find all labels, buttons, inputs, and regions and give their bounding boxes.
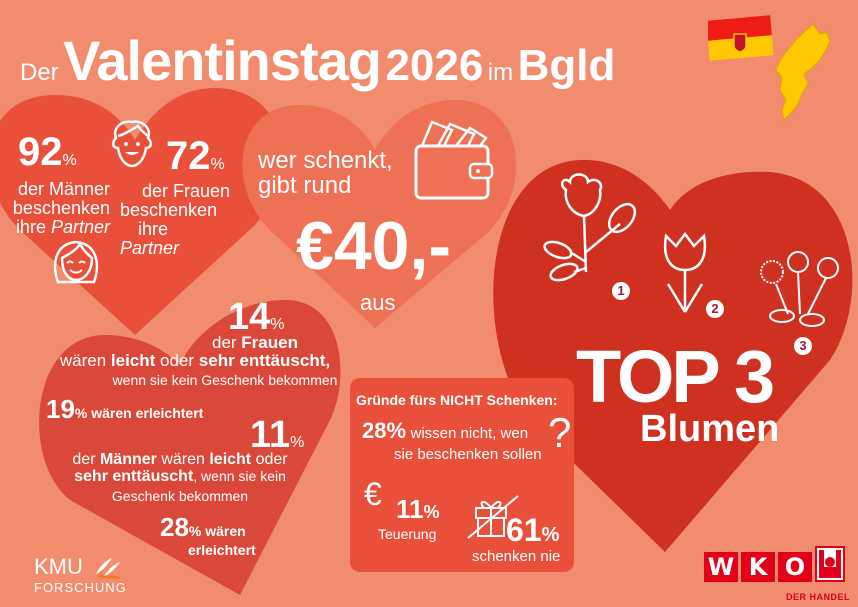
heart-top-left bbox=[0, 88, 283, 335]
wko-emblem-icon bbox=[815, 546, 845, 582]
crossed-gift-icon bbox=[467, 495, 519, 539]
rank-badge-2: 2 bbox=[706, 300, 724, 318]
title-main: Valentinstag bbox=[63, 29, 382, 92]
reason-unknown-recipient-line2: sie beschenken sollen bbox=[394, 446, 542, 463]
title-year: 2026 bbox=[385, 41, 484, 90]
men-relieved-stat: 28% wären bbox=[160, 512, 246, 542]
question-mark-icon: ? bbox=[548, 409, 572, 456]
reason-inflation-pct: 11% bbox=[396, 494, 440, 524]
reason-unknown-recipient: 28% wissen nicht, wen bbox=[362, 418, 529, 443]
page-title: Der Valentinstag 2026 im Bgld bbox=[20, 28, 615, 93]
reasons-box bbox=[350, 378, 574, 572]
reason-inflation-label: Teuerung bbox=[378, 526, 437, 542]
spend-text: wer schenkt, gibt rund bbox=[258, 147, 393, 200]
wko-letter-o: O bbox=[778, 552, 812, 582]
top3-subtitle: Blumen bbox=[640, 408, 780, 450]
wko-letter-w: W bbox=[704, 552, 738, 582]
men-disappointed-text: der Männer wären leicht oder sehr enttäu… bbox=[72, 451, 288, 504]
woman-face-icon bbox=[53, 240, 99, 284]
heart-middle bbox=[242, 100, 517, 328]
kmu-logo-subtext: FORSCHUNG bbox=[34, 580, 127, 595]
women-relieved-stat: 19% wären erleichtert bbox=[46, 394, 204, 424]
tulip-icon bbox=[663, 232, 707, 313]
wallet-icon bbox=[414, 120, 494, 200]
reasons-heading: Gründe fürs NICHT Schenken: bbox=[356, 392, 558, 408]
title-connector: im bbox=[487, 59, 514, 86]
spend-suffix: aus bbox=[360, 290, 396, 315]
reason-never-label: schenken nie bbox=[472, 548, 561, 565]
women-gift-text: der Frauen beschenken ihre Partner bbox=[120, 181, 231, 258]
kmu-swoosh-icon bbox=[96, 558, 121, 580]
men-gift-stat: 92% bbox=[18, 130, 77, 174]
women-gift-stat: 72% bbox=[166, 134, 225, 178]
men-relieved-text2: erleichtert bbox=[188, 542, 256, 558]
reason-never-pct: 61% bbox=[506, 512, 560, 548]
kmu-forschung-logo: KMU FORSCHUNG bbox=[34, 554, 127, 596]
top3-heading: TOP 3 bbox=[576, 335, 775, 418]
man-face-icon bbox=[112, 120, 152, 168]
heart-right bbox=[493, 159, 853, 553]
wko-subtitle: DER HANDEL bbox=[786, 592, 851, 602]
bouquet-icon bbox=[760, 251, 839, 327]
men-pct: 92 bbox=[18, 130, 63, 174]
rose-icon bbox=[543, 173, 637, 282]
euro-icon: € bbox=[364, 476, 382, 512]
women-pct: 72 bbox=[166, 134, 211, 178]
title-region: Bgld bbox=[517, 41, 616, 90]
women-disappointed-pct: 14% bbox=[228, 296, 285, 338]
rank-badge-3: 3 bbox=[794, 337, 812, 355]
women-disappointed-text: der Frauen wären leicht oder sehr enttäu… bbox=[59, 333, 338, 388]
spend-amount: €40,- bbox=[296, 208, 451, 284]
wko-logo: W K O bbox=[704, 546, 845, 582]
wko-letter-k: K bbox=[741, 552, 775, 582]
rank-badge-1: 1 bbox=[612, 282, 630, 300]
men-disappointed-pct: 11% bbox=[250, 414, 305, 456]
title-prefix: Der bbox=[20, 59, 59, 86]
kmu-logo-text: KMU bbox=[34, 554, 83, 579]
burgenland-flag-map-icon bbox=[708, 15, 831, 122]
men-gift-text: der Männer beschenken ihre Partner bbox=[12, 179, 110, 237]
heart-bottom-left bbox=[39, 300, 341, 595]
